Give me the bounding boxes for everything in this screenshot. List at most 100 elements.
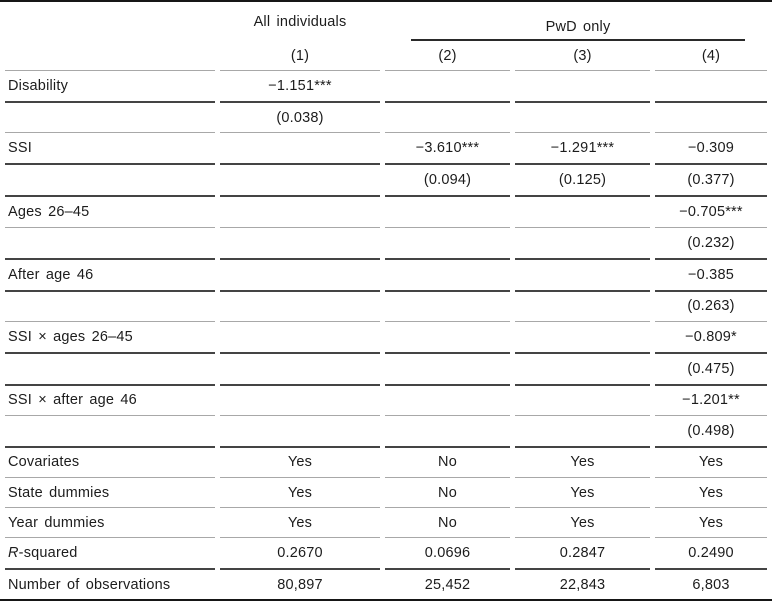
r-squared-italic-r: R: [8, 545, 19, 562]
value-cell: [385, 386, 510, 416]
value-cell: [385, 197, 510, 228]
value-cell: −0.385: [655, 260, 767, 292]
row-ages-26-45-se: (0.232): [5, 228, 767, 260]
row-label: State dummies: [5, 478, 215, 509]
row-disability: Disability −1.151***: [5, 71, 767, 104]
row-label: [5, 292, 215, 322]
value-cell: [655, 71, 767, 104]
row-r-squared: R-squared 0.2670 0.0696 0.2847 0.2490: [5, 538, 767, 571]
value-cell: 6,803: [692, 576, 730, 593]
value-cell: Yes: [655, 478, 767, 509]
value-cell: [515, 416, 650, 448]
row-label: Ages 26–45: [5, 197, 215, 228]
row-label: [5, 354, 215, 386]
row-label: R-squared: [5, 538, 215, 571]
row-after-age-46-se: (0.263): [5, 292, 767, 322]
value-cell: 0.2847: [515, 538, 650, 571]
row-disability-se: (0.038): [5, 103, 767, 134]
column-number-1: (1): [220, 41, 380, 72]
value-cell: [220, 322, 380, 354]
row-label: Covariates: [5, 448, 215, 479]
row-ages-26-45: Ages 26–45 −0.705***: [5, 197, 767, 228]
value-cell: −1.291***: [515, 133, 650, 166]
value-cell: [515, 354, 650, 386]
value-cell: [385, 292, 510, 322]
value-cell: Yes: [655, 448, 767, 479]
value-cell: (0.475): [655, 354, 767, 386]
value-cell: 0.2670: [220, 538, 380, 571]
value-cell: Yes: [220, 508, 380, 539]
header-empty-cell: [5, 2, 215, 41]
value-cell: [385, 71, 510, 104]
value-cell: −0.705***: [655, 197, 767, 228]
row-ssi-se: (0.094) (0.125) (0.377): [5, 165, 767, 198]
value-cell: (0.125): [515, 165, 650, 198]
value-cell: (0.038): [220, 103, 380, 134]
value-cell: [220, 228, 380, 260]
value-cell: [385, 416, 510, 448]
value-cell: [220, 386, 380, 416]
value-cell: Yes: [515, 448, 650, 479]
row-year-dummies: Year dummies Yes No Yes Yes: [5, 508, 767, 539]
row-label: Year dummies: [5, 508, 215, 539]
header-number-row: (1) (2) (3) (4): [5, 41, 767, 72]
row-ssi-x-after-age-46-se: (0.498): [5, 416, 767, 448]
value-cell: [385, 228, 510, 260]
row-label: [5, 416, 215, 448]
value-cell: [385, 322, 510, 354]
value-cell: Yes: [515, 478, 650, 509]
r-squared-suffix: -squared: [18, 545, 78, 562]
row-state-dummies: State dummies Yes No Yes Yes: [5, 478, 767, 509]
value-cell: No: [385, 508, 510, 539]
value-cell: [515, 386, 650, 416]
row-ssi-x-ages-26-45: SSI × ages 26–45 −0.809*: [5, 322, 767, 354]
value-cell: −3.610***: [385, 133, 510, 166]
pwd-only-underline: PwD only: [411, 19, 745, 42]
value-cell: 22,843: [559, 576, 606, 593]
value-cell: (0.263): [655, 292, 767, 322]
value-cell: [655, 103, 767, 134]
value-cell: [515, 71, 650, 104]
row-covariates: Covariates Yes No Yes Yes: [5, 448, 767, 479]
value-cell: [515, 292, 650, 322]
value-cell: [220, 292, 380, 322]
column-number-4: (4): [655, 41, 767, 72]
row-label: [5, 165, 215, 198]
header-group-pwd-only: PwD only: [385, 2, 767, 42]
row-ssi-x-after-age-46: SSI × after age 46 −1.201**: [5, 386, 767, 416]
row-label: SSI × after age 46: [5, 386, 215, 416]
value-cell: No: [385, 478, 510, 509]
value-cell: (0.094): [385, 165, 510, 198]
value-cell: (0.498): [655, 416, 767, 448]
value-cell: 0.2490: [655, 538, 767, 571]
row-observations: Number of observations 80,897 25,452 22,…: [5, 570, 767, 599]
value-cell: 0.0696: [385, 538, 510, 571]
row-label: Disability: [5, 71, 215, 104]
value-cell: 80,897: [277, 576, 323, 593]
row-after-age-46: After age 46 −0.385: [5, 260, 767, 292]
row-ssi: SSI −3.610*** −1.291*** −0.309: [5, 133, 767, 166]
row-label: Number of observations: [8, 576, 171, 593]
row-label: SSI × ages 26–45: [5, 322, 215, 354]
row-label: [5, 103, 215, 134]
column-number-3: (3): [515, 41, 650, 72]
value-cell: [385, 103, 510, 134]
value-cell: Yes: [220, 478, 380, 509]
value-cell: [220, 354, 380, 386]
value-cell: [515, 260, 650, 292]
value-cell: (0.377): [655, 165, 767, 198]
value-cell: [385, 260, 510, 292]
value-cell: (0.232): [655, 228, 767, 260]
value-cell: −1.151***: [220, 71, 380, 104]
value-cell: [220, 416, 380, 448]
value-cell: No: [385, 448, 510, 479]
value-cell: Yes: [515, 508, 650, 539]
value-cell: −0.809*: [655, 322, 767, 354]
row-label: [5, 228, 215, 260]
value-cell: [220, 260, 380, 292]
value-cell: [220, 197, 380, 228]
value-cell: [515, 322, 650, 354]
value-cell: [220, 133, 380, 166]
row-label: After age 46: [5, 260, 215, 292]
